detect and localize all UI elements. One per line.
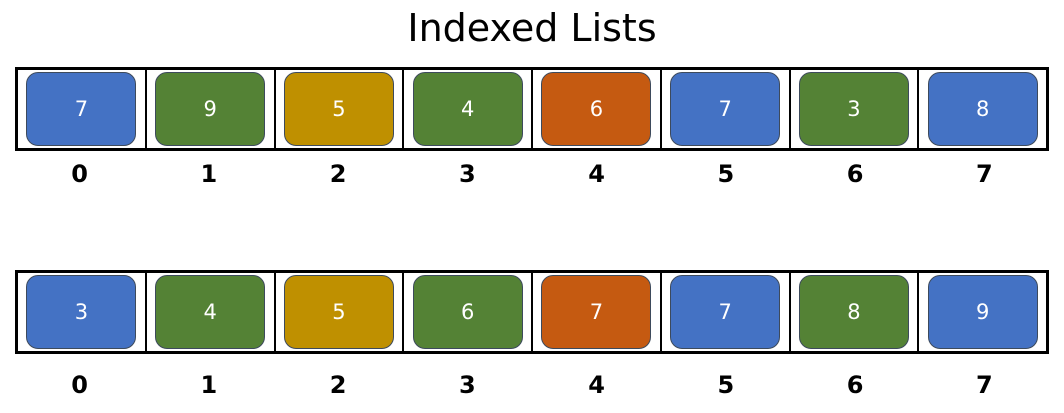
list-2-tile-2: 5 [283, 275, 394, 349]
list-1-tile-6: 3 [798, 72, 909, 146]
list-1-tile-1: 9 [155, 72, 266, 146]
list-2-tile-0: 3 [26, 275, 137, 349]
list-1-cell-6: 3 [788, 70, 918, 148]
list-1-tile-2: 5 [283, 72, 394, 146]
list-2-cell-3: 6 [402, 273, 531, 351]
list-2-tile-7: 9 [927, 275, 1038, 349]
list-1-index-7: 7 [976, 160, 993, 188]
list-2-cell-0: 3 [18, 273, 145, 351]
list-1-cell-4: 6 [531, 70, 660, 148]
list-1-tile-0: 7 [26, 72, 137, 146]
list-2-tile-6: 8 [798, 275, 909, 349]
list-1-index-1: 1 [200, 160, 218, 188]
list-1-index-3: 3 [459, 160, 476, 188]
list-1-index-2: 2 [329, 160, 347, 188]
list-1-cell-2: 5 [273, 70, 403, 148]
list-1-index-6: 6 [846, 160, 864, 188]
list-2-cell-2: 5 [273, 273, 403, 351]
list-2-cell-5: 7 [659, 273, 789, 351]
list-2-tile-5: 7 [670, 275, 781, 349]
list-2-index-5: 5 [717, 371, 735, 399]
list-2-indices: 0 1 2 3 4 5 6 7 [15, 371, 1049, 399]
list-1-cell-1: 9 [144, 70, 274, 148]
list-2-cell-4: 7 [531, 273, 660, 351]
list-2-tile-3: 6 [412, 275, 523, 349]
list-2-tile-4: 7 [541, 275, 652, 349]
list-1-indices: 0 1 2 3 4 5 6 7 [15, 160, 1049, 188]
list-2-index-3: 3 [459, 371, 476, 399]
list-1-index-0: 0 [71, 160, 88, 188]
list-1-index-4: 4 [588, 160, 605, 188]
list-2-cell-1: 4 [144, 273, 274, 351]
list-1-cell-7: 8 [917, 70, 1046, 148]
list-2-index-7: 7 [976, 371, 993, 399]
list-1-tile-4: 6 [541, 72, 652, 146]
diagram-title: Indexed Lists [407, 6, 657, 50]
list-1-index-5: 5 [717, 160, 735, 188]
list-2-cell-7: 9 [917, 273, 1046, 351]
list-1-cell-5: 7 [659, 70, 789, 148]
list-1-tile-5: 7 [670, 72, 781, 146]
list-2-index-2: 2 [329, 371, 347, 399]
list-1-tile-3: 4 [412, 72, 523, 146]
list-2: 3 4 5 6 7 7 8 9 [15, 270, 1049, 354]
list-1-tile-7: 8 [927, 72, 1038, 146]
list-2-index-6: 6 [846, 371, 864, 399]
list-1-cell-3: 4 [402, 70, 531, 148]
list-2-index-0: 0 [71, 371, 88, 399]
list-2-index-4: 4 [588, 371, 605, 399]
list-2-index-1: 1 [200, 371, 218, 399]
list-1-cell-0: 7 [18, 70, 145, 148]
list-2-tile-1: 4 [155, 275, 266, 349]
list-2-cell-6: 8 [788, 273, 918, 351]
list-1: 7 9 5 4 6 7 3 8 [15, 67, 1049, 151]
